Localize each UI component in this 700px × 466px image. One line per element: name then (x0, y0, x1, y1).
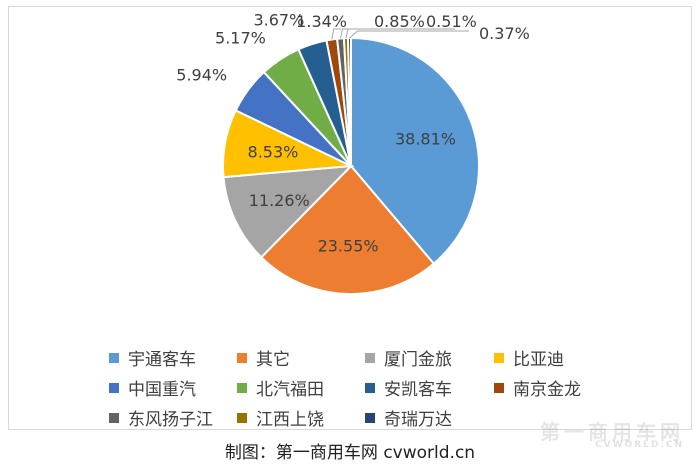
legend-label: 宇通客车 (128, 350, 196, 370)
leader-line (345, 28, 455, 39)
legend-label: 东风扬子江 (128, 410, 213, 430)
legend-swatch (109, 352, 119, 363)
data-label: 0.51% (426, 12, 477, 31)
legend-label: 厦门金旅 (384, 350, 452, 370)
data-label: 3.67% (253, 10, 304, 29)
legend-item: 安凯客车 (365, 375, 452, 400)
legend-swatch (494, 382, 504, 393)
legend-label: 其它 (256, 350, 290, 370)
legend-swatch (237, 382, 247, 393)
data-label: 38.81% (395, 130, 456, 149)
legend-swatch (237, 352, 247, 363)
legend-label: 奇瑞万达 (384, 410, 452, 430)
data-label: 5.17% (215, 29, 266, 48)
chart-caption: 制图：第一商用车网 cvworld.cn (224, 443, 476, 463)
legend-label: 比亚迪 (513, 350, 564, 370)
legend-item: 南京金龙 (494, 375, 581, 400)
legend-item: 其它 (237, 345, 290, 370)
legend-swatch (109, 382, 119, 393)
watermark-subtext: CVWORLD.CN (595, 440, 684, 450)
watermark-text: 第一商用车网 (540, 420, 684, 444)
legend-item: 厦门金旅 (365, 345, 452, 370)
legend-item: 北汽福田 (237, 375, 324, 400)
data-label: 0.37% (479, 24, 530, 43)
legend-label: 北汽福田 (256, 380, 324, 400)
pie-chart: 38.81% 23.55% 11.26% 8.53% 5.94% 5.17%3.67%1.… (176, 10, 530, 295)
legend-item: 江西上饶 (237, 405, 324, 430)
pie-slice (350, 36, 480, 266)
legend-item: 宇通客车 (109, 345, 196, 370)
legend-label: 江西上饶 (256, 410, 324, 430)
legend-swatch (365, 412, 375, 423)
data-label: 23.55% (318, 236, 379, 255)
data-label: 1.34% (296, 12, 347, 31)
pie-slice (222, 164, 354, 259)
legend-item: 中国重汽 (109, 375, 196, 400)
data-label: 5.94% (176, 66, 227, 85)
data-label: 11.26% (249, 191, 310, 210)
legend-item: 东风扬子江 (109, 405, 213, 430)
legend-swatch (237, 412, 247, 423)
legend-swatch (365, 382, 375, 393)
legend-swatch (365, 352, 375, 363)
leader-line (349, 30, 469, 39)
pie-slice (259, 164, 436, 295)
chart-frame: 38.81% 23.55% 11.26% 8.53% 5.94% 5.17% 3.67% 1.… (8, 6, 692, 430)
data-label: 0.85% (374, 12, 425, 31)
watermark-logo: 第一商用车网 CVWORLD.CN (515, 416, 690, 456)
legend-swatch (109, 412, 119, 423)
legend-item: 比亚迪 (494, 345, 564, 370)
legend-label: 中国重汽 (128, 380, 196, 400)
legend-label: 南京金龙 (513, 380, 581, 400)
legend-item: 奇瑞万达 (365, 405, 452, 430)
legend-label: 安凯客车 (384, 380, 452, 400)
leader-line (331, 28, 341, 40)
data-label: 8.53% (248, 143, 299, 162)
legend-swatch (494, 352, 504, 363)
